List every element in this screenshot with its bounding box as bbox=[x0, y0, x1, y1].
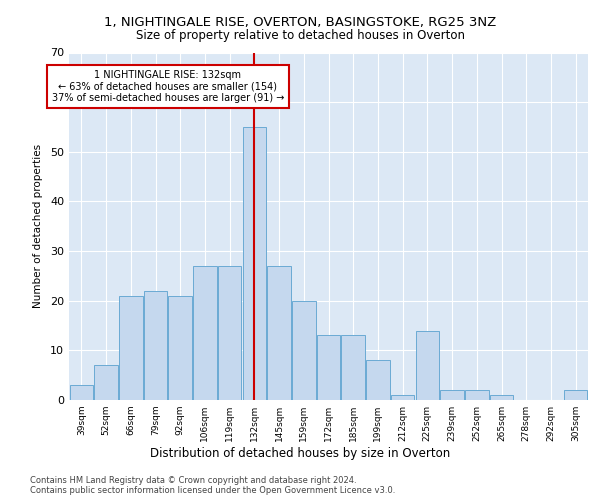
Text: 1, NIGHTINGALE RISE, OVERTON, BASINGSTOKE, RG25 3NZ: 1, NIGHTINGALE RISE, OVERTON, BASINGSTOK… bbox=[104, 16, 496, 29]
Bar bbox=[94, 365, 118, 400]
Text: Contains public sector information licensed under the Open Government Licence v3: Contains public sector information licen… bbox=[30, 486, 395, 495]
Bar bbox=[317, 336, 340, 400]
Bar bbox=[268, 266, 291, 400]
Bar bbox=[218, 266, 241, 400]
Bar bbox=[564, 390, 587, 400]
Bar bbox=[416, 330, 439, 400]
Bar bbox=[440, 390, 464, 400]
Bar bbox=[242, 127, 266, 400]
Bar bbox=[169, 296, 192, 400]
Text: Contains HM Land Registry data © Crown copyright and database right 2024.: Contains HM Land Registry data © Crown c… bbox=[30, 476, 356, 485]
Text: Distribution of detached houses by size in Overton: Distribution of detached houses by size … bbox=[150, 446, 450, 460]
Bar bbox=[70, 385, 93, 400]
Text: 1 NIGHTINGALE RISE: 132sqm
← 63% of detached houses are smaller (154)
37% of sem: 1 NIGHTINGALE RISE: 132sqm ← 63% of deta… bbox=[52, 70, 284, 103]
Text: Size of property relative to detached houses in Overton: Size of property relative to detached ho… bbox=[136, 29, 464, 42]
Y-axis label: Number of detached properties: Number of detached properties bbox=[33, 144, 43, 308]
Bar bbox=[391, 395, 415, 400]
Bar bbox=[490, 395, 513, 400]
Bar bbox=[465, 390, 488, 400]
Bar bbox=[193, 266, 217, 400]
Bar bbox=[144, 291, 167, 400]
Bar bbox=[341, 336, 365, 400]
Bar bbox=[119, 296, 143, 400]
Bar bbox=[366, 360, 389, 400]
Bar bbox=[292, 300, 316, 400]
